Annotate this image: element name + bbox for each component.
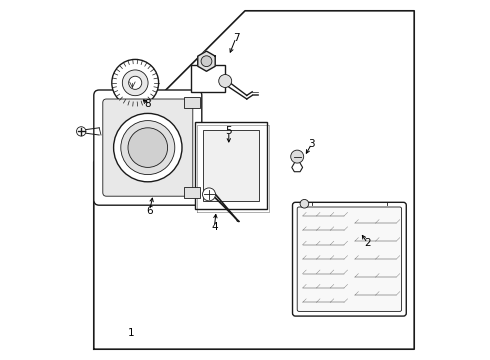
Text: 8: 8 xyxy=(145,99,151,109)
Circle shape xyxy=(129,76,142,89)
Circle shape xyxy=(114,113,182,182)
Text: 4: 4 xyxy=(211,222,218,232)
Circle shape xyxy=(201,56,212,67)
Bar xyxy=(191,65,225,92)
Bar xyxy=(202,130,259,201)
Bar xyxy=(195,122,267,209)
Bar xyxy=(184,97,200,108)
Text: 2: 2 xyxy=(364,238,371,248)
Polygon shape xyxy=(198,51,215,71)
FancyBboxPatch shape xyxy=(293,202,406,316)
FancyBboxPatch shape xyxy=(103,99,193,196)
Circle shape xyxy=(202,188,216,201)
Text: 5: 5 xyxy=(225,126,232,136)
Circle shape xyxy=(122,70,148,96)
Text: 3: 3 xyxy=(308,139,315,149)
Bar xyxy=(184,187,200,198)
Circle shape xyxy=(112,59,159,106)
FancyBboxPatch shape xyxy=(297,207,402,311)
Text: 1: 1 xyxy=(128,328,135,338)
Circle shape xyxy=(76,127,86,136)
FancyBboxPatch shape xyxy=(94,90,202,205)
Circle shape xyxy=(300,199,309,208)
Text: 6: 6 xyxy=(147,206,153,216)
Circle shape xyxy=(219,75,232,87)
Text: 7: 7 xyxy=(233,33,239,43)
Circle shape xyxy=(128,128,168,167)
Circle shape xyxy=(291,150,304,163)
Circle shape xyxy=(121,121,175,175)
